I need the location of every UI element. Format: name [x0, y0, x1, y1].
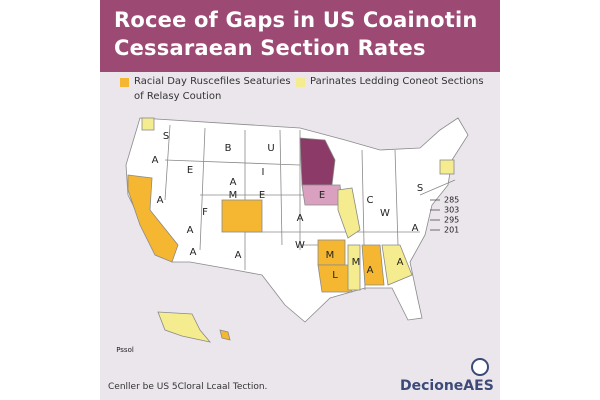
state-label: A: [157, 195, 164, 206]
state-label: W: [380, 208, 390, 219]
state-highlight: [347, 244, 361, 291]
state-label: A: [152, 155, 159, 166]
header: Rocee of Gaps in US Coainotin Cessaraean…: [100, 0, 500, 72]
state-label: S: [417, 183, 423, 194]
scale-label: 285: [444, 196, 459, 205]
state-label: W: [295, 240, 305, 251]
state-label: L: [332, 270, 338, 281]
legend-swatch: [120, 78, 129, 87]
state-label: F: [202, 207, 208, 218]
state-highlight: [361, 244, 385, 286]
state-label: S: [163, 131, 169, 142]
state-label: U: [267, 143, 274, 154]
state-label: E: [319, 190, 325, 201]
state-highlight: [141, 117, 155, 131]
state-label: A: [190, 247, 197, 258]
scale-label: 303: [444, 206, 459, 215]
alaska: [157, 311, 212, 343]
scale-label: 295: [444, 216, 459, 225]
legend-note: of Relasy Coution: [134, 91, 222, 102]
state-label: A: [235, 250, 242, 261]
brand: DecioneAES: [400, 378, 494, 394]
scale-arrows: [430, 199, 440, 231]
state-label: M: [352, 257, 361, 268]
state-label: C: [367, 195, 374, 206]
brand-icon: [471, 358, 489, 376]
state-label: E: [259, 190, 265, 201]
state-highlight: [317, 239, 346, 266]
state-highlight: [337, 187, 361, 239]
state-label: B: [225, 143, 232, 154]
state-highlight: [439, 159, 455, 175]
state-highlight: [317, 264, 353, 293]
state-label: A: [187, 225, 194, 236]
scale-label: 201: [444, 226, 459, 235]
state-label: A: [397, 257, 404, 268]
state-label: I: [262, 167, 265, 178]
title-line: Cessaraean Section Rates: [114, 36, 426, 60]
state-highlight: [127, 174, 179, 263]
state-label: A: [412, 223, 419, 234]
inset-label: Pssol: [116, 346, 134, 354]
state-label: A: [367, 265, 374, 276]
source: Cenller be US 5Cloral Lcaal Tection.: [108, 382, 268, 392]
legend-swatch: [296, 78, 305, 87]
legend-label: Parinates Ledding Coneot Sections: [310, 76, 484, 87]
title-line: Rocee of Gaps in US Coainotin: [114, 8, 478, 32]
state-highlight: [221, 199, 263, 233]
state-highlight: [299, 137, 336, 186]
state-label: M: [326, 250, 335, 261]
legend-label: Racial Day Ruscefiles Seaturies: [134, 76, 291, 87]
hawaii: [219, 329, 231, 341]
state-label: M: [229, 190, 238, 201]
state-label: A: [297, 213, 304, 224]
state-label: E: [187, 165, 193, 176]
state-highlight: [381, 244, 413, 286]
state-label: A: [230, 177, 237, 188]
